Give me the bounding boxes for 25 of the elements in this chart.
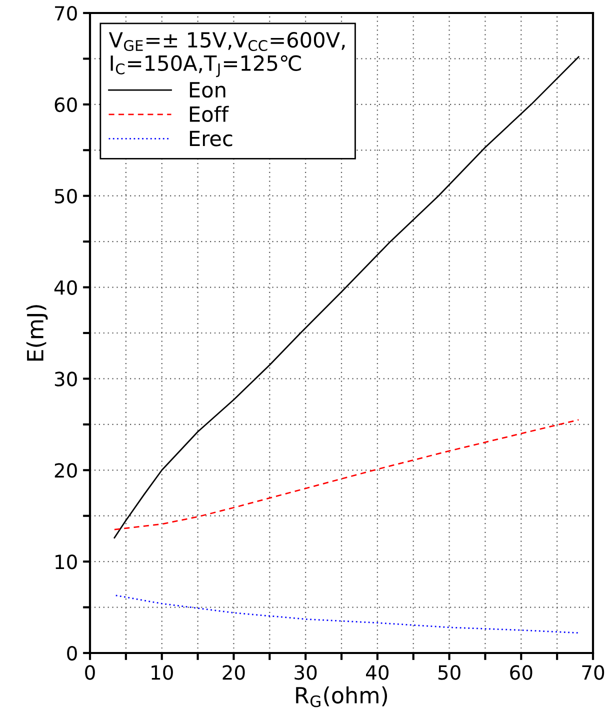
y-tick-label: 40 [54,280,77,295]
x-tick-label: 20 [222,665,245,680]
x-tick-label: 0 [85,665,95,680]
x-tick-label: 50 [438,665,460,680]
y-axis-title: E(mJ) [26,305,48,361]
y-tick-label: 60 [54,97,77,112]
line-series [114,419,580,530]
legend-label: Erec [190,130,232,146]
x-tick-label: 30 [294,665,317,680]
x-tick-label: 60 [510,665,532,680]
line-series [114,56,580,538]
y-tick-label: 0 [67,646,77,661]
y-tick-label: 30 [54,372,77,386]
x-tick-label: 10 [152,665,173,680]
y-tick-label: 10 [56,554,77,570]
line-series [115,594,580,634]
x-tick-label: 40 [366,665,389,680]
y-tick-label: 50 [54,188,77,204]
text: V$_{GE}$=± 15V,V$_{CC}$=600V, I$_{C}$=150A,T$_{J}$=125℃ [108,32,345,78]
x-tick-label: 70 [582,665,604,680]
x-axis-title: R$_{G}$(ohm) [296,686,388,708]
legend-label: Eon [190,82,226,98]
legend-label: Eoff [190,106,229,122]
y-tick-label: 70 [55,6,77,21]
y-tick-label: 20 [54,463,77,478]
